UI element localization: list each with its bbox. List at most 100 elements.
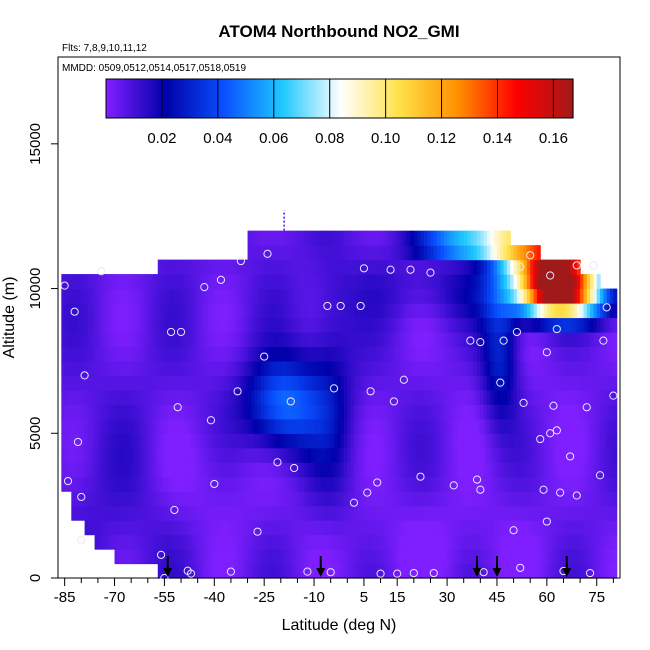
x-tick-label: 60 [538,589,555,606]
profile-arrow [472,556,482,577]
observation-point [226,567,236,576]
observation-point [80,371,89,380]
x-tick-label: 45 [489,589,506,606]
heatmap-field [61,210,618,579]
observation-point [476,485,485,494]
y-tick-label: 15000 [27,123,44,165]
observation-point [406,265,415,274]
observation-point [429,568,438,578]
colorbar-tick-label: 0.16 [539,130,568,147]
observation-point [542,348,551,357]
observation-point [566,452,575,461]
observation-point [253,527,262,536]
observation-point [273,458,282,467]
x-axis: -85 -70 -55 -40 -25 -10 5 15 30 45 60 75 [54,578,614,606]
observation-point [512,327,522,337]
observation-point [263,249,272,258]
colorbar-tick-label: 0.08 [315,130,344,147]
profile-arrow [316,556,326,577]
observation-point [186,569,196,578]
observation-point [73,437,83,447]
observation-point [233,387,242,396]
y-tick-label: 0 [27,574,44,582]
observation-point [290,463,299,473]
observation-point [552,426,561,435]
observation-point [366,387,375,396]
observation-point [472,475,482,484]
observation-point [552,324,561,334]
colorbar: 0.02 0.04 0.06 0.08 0.10 0.12 0.14 0.16 [105,78,574,147]
observation-point [602,303,611,312]
y-tick-label: 10000 [27,268,44,310]
observation-point [206,416,216,425]
observation-point [526,251,535,260]
observation-point [599,336,608,345]
observation-point [323,301,332,311]
observation-point [542,517,551,526]
observation-point [393,569,402,578]
observation-point [329,384,339,393]
profile-arrows [163,556,572,577]
observation-point [373,478,382,487]
observation-point [303,567,312,576]
plot-frame [57,56,621,579]
observation-point [479,568,488,577]
observation-point [582,403,591,412]
colorbar-tick-label: 0.12 [427,130,456,147]
dates-label: MMDD: 0509,0512,0514,0517,0518,0519 [62,63,246,74]
observation-point [572,491,581,500]
observation-point [496,378,505,387]
observation-point [399,375,408,384]
observation-point [170,505,179,515]
observation-point [376,569,385,578]
observation-point [572,261,581,270]
x-tick-label: 30 [439,589,456,606]
observation-point [77,536,86,545]
y-axis: 0 5000 10000 15000 [27,123,58,582]
observation-point [499,336,508,345]
profile-arrow [163,556,173,577]
observation-point [326,568,335,577]
observation-point [466,336,475,345]
observation-point [546,271,555,280]
observation-point [609,391,618,400]
observation-point [595,471,605,480]
colorbar-tick-label: 0.06 [259,130,288,147]
observation-point [389,397,398,406]
observation-point [476,338,485,347]
observation-point [63,476,73,486]
observation-point [97,267,106,276]
observation-point [176,327,186,337]
observation-point [60,281,69,290]
x-tick-label: -85 [54,589,76,606]
flights-label: Flts: 7,8,9,10,11,12 [62,43,147,54]
observation-point [549,401,558,410]
observation-point [166,327,176,337]
x-tick-label: -55 [154,589,176,606]
observation-point [386,265,395,274]
observation-point [77,492,86,502]
x-tick-label: 75 [588,589,605,606]
profile-arrow [562,556,572,577]
observation-point [336,301,345,311]
observation-point [210,479,219,489]
x-tick-label: 5 [360,589,368,606]
x-tick-label: -40 [203,589,225,606]
observation-point [536,434,545,444]
x-tick-label: -70 [104,589,126,606]
observation-point [349,498,359,507]
observation-point [173,403,182,412]
colorbar-frame [105,78,574,119]
observation-point [200,283,209,292]
observation-point [416,472,425,481]
colorbar-tick-label: 0.10 [371,130,400,147]
observation-point [509,526,518,535]
x-tick-label: -10 [303,589,325,606]
observation-point [156,550,166,559]
observation-point [409,568,418,578]
observation-point [216,275,226,284]
observation-point [363,488,372,497]
observation-point [260,352,269,361]
observation-point [556,488,565,497]
chart-title: ATOM4 Northbound NO2_GMI [218,22,459,41]
